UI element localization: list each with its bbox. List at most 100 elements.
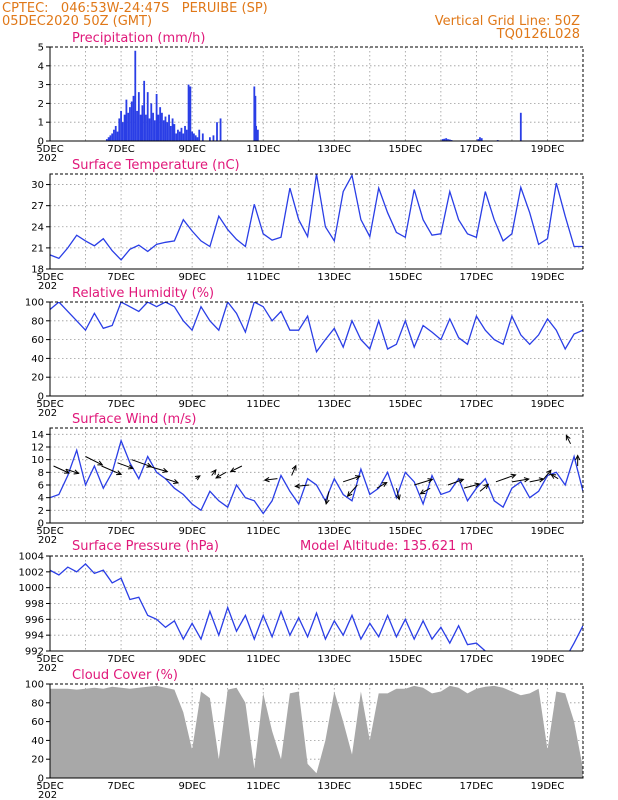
precip-bar (216, 122, 218, 141)
panel-title-wind: Surface Wind (m/s) (72, 412, 196, 427)
xtick-label: 11DEC (246, 781, 280, 792)
wind-vector-arrow (165, 478, 180, 485)
xtick-label: 9DEC (178, 144, 205, 155)
ytick-label: 1 (38, 118, 44, 129)
xtick-year-prefix: 202 (38, 790, 57, 800)
precip-bar (480, 138, 483, 141)
panel-humidity: 0 20 40 60 80 100 5DEC 7DEC 9DEC 11DEC 13DEC 15DEC 1… (25, 286, 584, 419)
precip-bar (171, 118, 174, 141)
xtick-label: 17DEC (460, 654, 494, 665)
ytick-label: 40 (31, 354, 44, 365)
wind-vector-arrow (463, 482, 481, 489)
xtick-label: 5DEC (36, 399, 63, 410)
ytick-label: 994 (25, 631, 44, 642)
precip-bar (125, 99, 128, 141)
precip-bar (184, 125, 186, 141)
precip-bar (152, 112, 154, 141)
precip-bar (196, 137, 199, 141)
wind-vector-arrow (263, 476, 278, 483)
xtick-label: 9DEC (178, 272, 205, 283)
precip-bar (150, 103, 153, 141)
precip-bar (143, 80, 146, 141)
xtick-label: 7DEC (107, 272, 134, 283)
precip-bar (109, 135, 112, 141)
ytick-label: 80 (31, 698, 44, 709)
wind-vector-arrow (529, 477, 545, 483)
panel-frame (49, 301, 584, 397)
precip-bar (180, 127, 183, 141)
precip-bar (118, 118, 121, 141)
precip-bar (132, 95, 135, 141)
ytick-label: 8 (38, 468, 44, 479)
ytick-label: 998 (25, 599, 44, 610)
wind-vector-arrow (414, 478, 434, 486)
panel-title-temperature: Surface Temperature (nC) (72, 158, 240, 173)
precip-bar (178, 131, 181, 141)
xtick-label: 11DEC (246, 399, 280, 410)
xtick-label: 5DEC (36, 272, 63, 283)
ytick-label: 27 (31, 201, 44, 212)
panel-frame (49, 427, 584, 524)
xtick-label: 19DEC (531, 781, 565, 792)
precip-bar (187, 84, 190, 141)
xtick-year-prefix: 202 (38, 153, 57, 164)
precip-bar (155, 94, 158, 141)
precip-bar (130, 101, 133, 141)
precip-bar (447, 139, 449, 141)
xtick-label: 13DEC (317, 144, 351, 155)
ytick-label: 20 (31, 373, 44, 384)
ytick-label: 0 (38, 137, 44, 148)
ytick-label: 1000 (19, 583, 44, 594)
ytick-label: 996 (25, 615, 44, 626)
wind-series-line (50, 438, 583, 515)
precip-bar (107, 137, 110, 141)
ytick-label: 4 (38, 493, 44, 504)
precip-bar (166, 122, 169, 141)
precip-bar (254, 95, 257, 141)
wind-vector-arrow (479, 483, 490, 492)
header-date-left: 05DEC2020 50Z (GMT) (2, 14, 153, 29)
panel-precip: 0 1 2 3 4 5 5DEC 7DEC 9DEC 11DEC 13DEC 15DEC 17DEC 19… (36, 31, 584, 164)
precip-bar (198, 129, 201, 141)
xtick-label: 17DEC (460, 781, 494, 792)
xtick-label: 9DEC (178, 781, 205, 792)
precip-bar (114, 125, 117, 141)
xtick-label: 15DEC (388, 526, 422, 537)
precip-bar (148, 118, 151, 141)
precip-bar (116, 131, 119, 141)
precip-bar (145, 114, 147, 141)
wind-vector-arrow (543, 469, 552, 479)
pressure-series-line (50, 562, 583, 651)
precip-bar (136, 110, 138, 141)
xtick-label: 15DEC (388, 781, 422, 792)
xtick-label: 19DEC (531, 144, 565, 155)
wind-vector-arrow (495, 473, 517, 483)
panel-title-pressure: Surface Pressure (hPa) (72, 539, 219, 554)
wind-vector-arrow (447, 478, 465, 486)
ytick-label: 24 (31, 222, 44, 233)
wind-vector-arrow (346, 484, 358, 498)
precip-bar (445, 138, 448, 141)
ytick-label: 80 (31, 316, 44, 327)
precip-bar (129, 107, 131, 141)
ytick-label: 20 (31, 755, 44, 766)
xtick-label: 17DEC (460, 526, 494, 537)
xtick-label: 17DEC (460, 272, 494, 283)
precip-bar (448, 139, 451, 141)
precip-bar (255, 125, 257, 141)
precip-bar (162, 120, 165, 141)
xtick-label: 9DEC (178, 654, 205, 665)
wind-vector-arrow (229, 465, 243, 473)
xtick-label: 15DEC (388, 272, 422, 283)
xtick-label: 5DEC (36, 144, 63, 155)
wind-vector-arrow (324, 491, 330, 506)
ytick-label: 0 (38, 774, 44, 785)
ytick-label: 2 (38, 506, 44, 517)
precip-bar (175, 133, 178, 141)
precip-bar (212, 135, 215, 141)
wind-vector-arrow (565, 434, 572, 445)
panel-title-humidity: Relative Humidity (%) (72, 286, 214, 301)
precip-bar (253, 86, 256, 141)
xtick-label: 15DEC (388, 399, 422, 410)
